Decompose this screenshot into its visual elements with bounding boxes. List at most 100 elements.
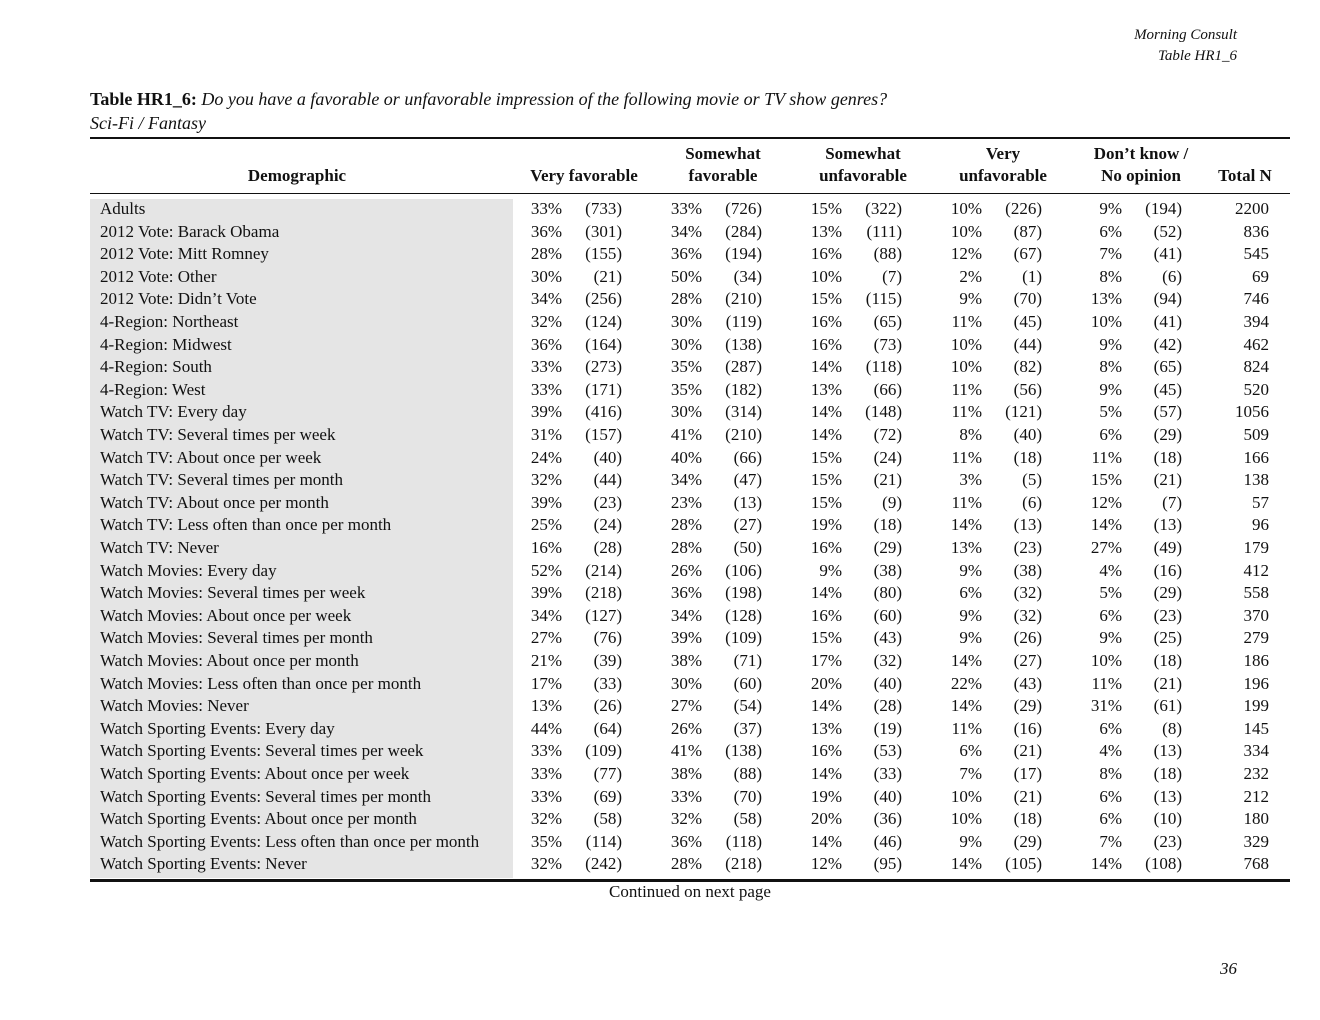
cell: 16% (810, 538, 842, 557)
cell: 39% (530, 583, 562, 603)
cell: 13% (810, 379, 842, 399)
cell: 14% (810, 357, 842, 377)
cell: (57) (1153, 402, 1182, 422)
cell: (121) (1005, 402, 1042, 422)
cell: 768 (1243, 854, 1270, 874)
cell: (49) (1153, 538, 1182, 557)
cell: 27% (530, 628, 562, 648)
cell: 11% (951, 492, 982, 512)
cell: (29) (1013, 831, 1042, 851)
cell: (39) (593, 651, 622, 670)
cell: (171) (585, 379, 622, 399)
column-header: Somewhat (825, 144, 901, 163)
cell: (67) (1013, 244, 1042, 264)
cell: (18) (873, 515, 902, 535)
row-label: Watch Movies: Every day (100, 560, 277, 580)
cell: 824 (1243, 357, 1270, 377)
cell: (45) (1153, 379, 1182, 399)
cell: 28% (670, 289, 702, 309)
cell: (273) (585, 357, 622, 377)
cell: 26% (670, 560, 702, 580)
cell: (322) (865, 199, 902, 218)
cell: (40) (593, 447, 622, 467)
cell: 10% (950, 334, 982, 354)
row-label: 2012 Vote: Barack Obama (100, 221, 280, 241)
cell: (10) (1153, 809, 1182, 829)
cell: (24) (593, 515, 622, 535)
cell: (13) (1013, 515, 1042, 535)
cell: (16) (1153, 560, 1182, 580)
cell: 145 (1243, 718, 1270, 738)
cell: 6% (1099, 221, 1122, 241)
cell: 27% (1090, 538, 1122, 557)
cell: 14% (950, 854, 982, 874)
cell: 6% (1099, 809, 1122, 829)
cell: 39% (530, 402, 562, 422)
cell: (40) (1013, 425, 1042, 444)
row-label: Watch Movies: Several times per month (100, 628, 373, 648)
cell: 28% (530, 244, 562, 264)
cell: 36% (670, 831, 702, 851)
cell: 12% (810, 854, 842, 874)
cell: (23) (593, 492, 622, 512)
cell: (27) (1013, 651, 1042, 670)
cell: 15% (810, 199, 842, 218)
cell: (28) (593, 538, 622, 557)
cell: 334 (1243, 741, 1270, 761)
row-label: Watch Movies: Less often than once per m… (100, 673, 422, 693)
cell: (58) (733, 809, 762, 829)
cell: 33% (530, 786, 562, 806)
row-label: Watch Sporting Events: Several times per… (100, 741, 424, 761)
cell: 24% (530, 447, 562, 467)
cell: 836 (1243, 221, 1270, 241)
cell: 9% (819, 560, 842, 580)
cell: 16% (810, 334, 842, 354)
cell: 9% (1099, 379, 1122, 399)
row-label: Watch Sporting Events: Less often than o… (100, 831, 480, 851)
cell: 6% (959, 741, 982, 761)
cell: 32% (530, 312, 562, 331)
cell: 13% (530, 696, 562, 716)
cell: 52% (530, 560, 562, 580)
cell: 14% (810, 583, 842, 603)
cell: (71) (733, 651, 762, 670)
cell: 7% (1099, 244, 1122, 264)
cell: (18) (1013, 447, 1042, 467)
cell: 12% (1090, 492, 1122, 512)
cell: (13) (1153, 741, 1182, 761)
column-header: Very (985, 144, 1021, 163)
cell: (32) (873, 651, 902, 670)
cell: (61) (1153, 696, 1182, 716)
cell: 30% (670, 312, 702, 331)
cell: 96 (1252, 515, 1269, 535)
row-label: 2012 Vote: Other (100, 266, 217, 286)
row-label: Watch Sporting Events: About once per we… (100, 764, 410, 783)
cell: (111) (866, 221, 902, 241)
cell: 14% (1090, 854, 1122, 874)
cell: 31% (1090, 696, 1122, 716)
cell: 15% (810, 447, 842, 467)
cell: 40% (670, 447, 702, 467)
cell: (16) (1013, 718, 1042, 738)
row-label: 4-Region: Northeast (100, 312, 239, 331)
cell: (5) (1022, 470, 1042, 490)
cell: (218) (585, 583, 622, 603)
cell: 32% (530, 470, 562, 490)
cell: 33% (670, 199, 702, 218)
cell: 9% (959, 605, 982, 625)
cell: (198) (725, 583, 762, 603)
bottom-rule (90, 879, 1290, 882)
cell: 509 (1243, 425, 1270, 444)
cell: (124) (585, 312, 622, 331)
cell: 16% (810, 605, 842, 625)
cell: (23) (1013, 538, 1042, 557)
cell: (65) (1153, 357, 1182, 377)
row-label: Watch Sporting Events: Never (100, 854, 307, 874)
cell: 1056 (1235, 402, 1269, 422)
cell: 33% (530, 199, 562, 218)
cell: 10% (1090, 651, 1122, 670)
cell: (13) (733, 492, 762, 512)
cell: 9% (959, 289, 982, 309)
cell: 36% (530, 334, 562, 354)
cell: (6) (1022, 492, 1042, 512)
